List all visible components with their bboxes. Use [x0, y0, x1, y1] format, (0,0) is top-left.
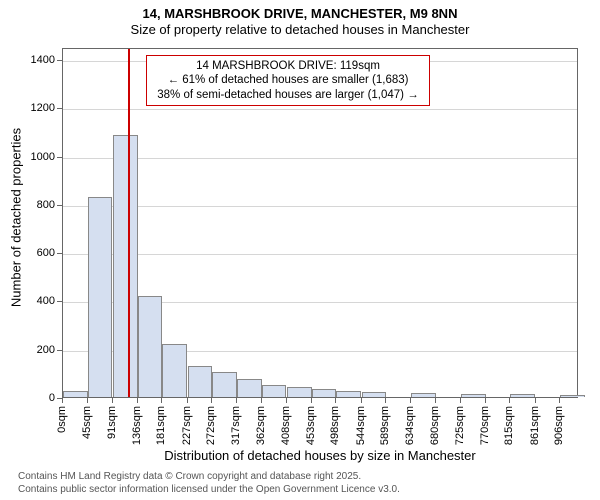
histogram-bar — [510, 394, 535, 397]
histogram-bar — [461, 394, 486, 397]
xtick-label: 861sqm — [529, 406, 541, 445]
footer-attribution: Contains HM Land Registry data © Crown c… — [18, 471, 400, 496]
xtick-label: 906sqm — [553, 406, 565, 445]
xtick-label: 136sqm — [131, 406, 143, 445]
xtick-label: 815sqm — [503, 406, 515, 445]
histogram-bar — [162, 344, 187, 397]
xtick-label: 634sqm — [404, 406, 416, 445]
xtick-label: 498sqm — [329, 406, 341, 445]
ytick-label: 800 — [0, 199, 55, 211]
footer-line-2: Contains public sector information licen… — [18, 484, 400, 497]
xtick-label: 408sqm — [280, 406, 292, 445]
ytick-label: 1400 — [0, 54, 55, 66]
histogram-bar — [411, 393, 436, 397]
histogram-bar — [88, 197, 113, 397]
annotation-line-2: ← 61% of detached houses are smaller (1,… — [153, 73, 423, 87]
annotation-box: 14 MARSHBROOK DRIVE: 119sqm ← 61% of det… — [146, 55, 430, 106]
y-axis-label: Number of detached properties — [9, 118, 24, 318]
histogram-bar — [212, 372, 237, 397]
xtick-label: 544sqm — [355, 406, 367, 445]
histogram-bar — [362, 392, 387, 397]
xtick-label: 317sqm — [230, 406, 242, 445]
ytick-label: 400 — [0, 295, 55, 307]
histogram-bar — [138, 296, 163, 397]
histogram-bar — [287, 387, 312, 397]
ytick-label: 0 — [0, 392, 55, 404]
x-axis-label: Distribution of detached houses by size … — [62, 448, 578, 463]
histogram-bar — [336, 391, 361, 397]
xtick-label: 227sqm — [181, 406, 193, 445]
reference-line — [128, 49, 130, 397]
ytick-label: 600 — [0, 247, 55, 259]
xtick-label: 181sqm — [155, 406, 167, 445]
chart-titles: 14, MARSHBROOK DRIVE, MANCHESTER, M9 8NN… — [0, 0, 600, 37]
xtick-label: 770sqm — [479, 406, 491, 445]
xtick-label: 45sqm — [81, 406, 93, 439]
title-main: 14, MARSHBROOK DRIVE, MANCHESTER, M9 8NN — [0, 6, 600, 21]
histogram-bar — [312, 389, 337, 397]
histogram-bar — [560, 395, 585, 397]
xtick-label: 0sqm — [56, 406, 68, 433]
annotation-line-1: 14 MARSHBROOK DRIVE: 119sqm — [153, 59, 423, 73]
xtick-label: 91sqm — [106, 406, 118, 439]
histogram-bar — [63, 391, 88, 397]
xtick-label: 362sqm — [255, 406, 267, 445]
title-sub: Size of property relative to detached ho… — [0, 22, 600, 37]
xtick-label: 272sqm — [205, 406, 217, 445]
xtick-label: 725sqm — [454, 406, 466, 445]
xtick-label: 680sqm — [429, 406, 441, 445]
annotation-line-3: 38% of semi-detached houses are larger (… — [153, 88, 423, 102]
histogram-bar — [237, 379, 262, 397]
ytick-label: 200 — [0, 344, 55, 356]
xtick-label: 453sqm — [305, 406, 317, 445]
ytick-label: 1000 — [0, 151, 55, 163]
ytick-label: 1200 — [0, 102, 55, 114]
histogram-bar — [113, 135, 138, 397]
footer-line-1: Contains HM Land Registry data © Crown c… — [18, 471, 400, 484]
xtick-label: 589sqm — [379, 406, 391, 445]
histogram-bar — [188, 366, 213, 397]
histogram-bar — [262, 385, 287, 397]
